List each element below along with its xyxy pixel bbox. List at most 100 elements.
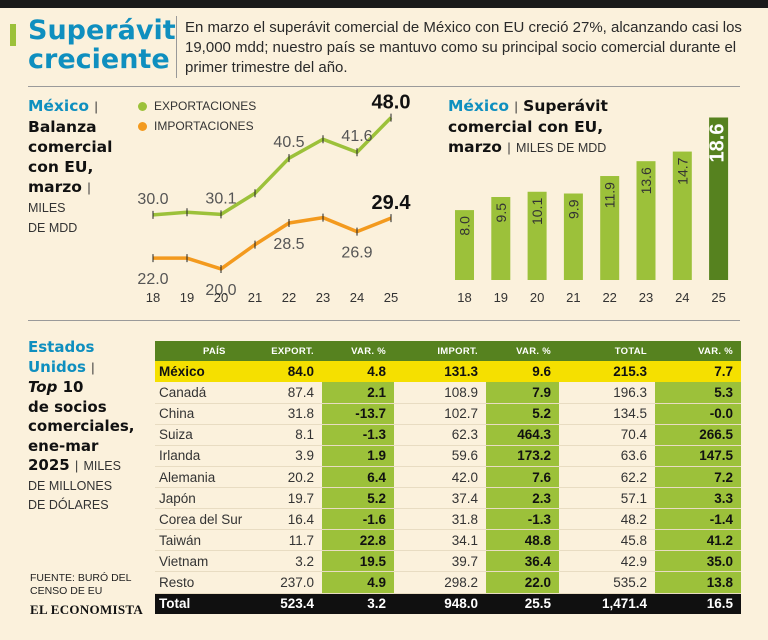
- table-row: China 31.8 -13.7 102.7 5.2 134.5 -0.0: [155, 403, 741, 425]
- divider-top: [28, 86, 740, 87]
- left-title-sep-2: |: [87, 181, 91, 195]
- table-cell: 36.4: [486, 550, 559, 573]
- table-cell: 13.8: [655, 571, 741, 594]
- trade-balance-line-chart: 30.0 30.1 40.5 41.648.0 22.0 20.0 28.5 26.9 29.4…: [137, 92, 412, 305]
- right-title-line-2: comercial con EU,: [448, 118, 604, 136]
- table-title-line-7: 2025: [28, 456, 70, 474]
- x-tick-label: 25: [711, 290, 725, 305]
- left-title-line-1: Balanza: [28, 118, 97, 136]
- right-title-sep-2: |: [507, 141, 511, 155]
- surplus-bar-chart: 8.0 18 9.5 19 10.1 20 9.9 21 11.9 22 13.6 23 14.7 24 1…: [455, 117, 729, 305]
- table-cell: 70.4: [559, 424, 655, 446]
- bar-value-label: 18.6: [707, 123, 729, 162]
- total-row: Total 523.4 3.2 948.0 25.5 1,471.4 16.5: [155, 593, 741, 615]
- x-tick-label: 25: [384, 290, 398, 305]
- bar-value-label: 9.9: [565, 199, 581, 219]
- data-label: 30.1: [205, 190, 236, 207]
- legend-label-imports: IMPORTACIONES: [154, 119, 254, 133]
- x-tick-label: 23: [316, 290, 330, 305]
- x-tick-label: 21: [248, 290, 262, 305]
- table-cell: 59.6: [394, 445, 486, 467]
- table-cell: 237.0: [258, 571, 322, 594]
- table-cell: Japón: [155, 487, 258, 510]
- right-title-line-3: marzo: [448, 138, 502, 156]
- bar: [709, 117, 729, 280]
- table-row: Taiwán 11.7 22.8 34.1 48.8 45.8 41.2: [155, 529, 741, 552]
- column-header: PAÍS: [155, 341, 258, 361]
- left-panel-title: México | Balanza comercial con EU, marzo…: [28, 96, 112, 238]
- table-cell: 5.2: [486, 403, 559, 425]
- left-units-line-2: DE MDD: [28, 221, 78, 235]
- table-cell: 57.1: [559, 487, 655, 510]
- x-tick-label: 22: [602, 290, 616, 305]
- left-title-country: México: [28, 97, 90, 115]
- table-units-line-3: DE DÓLARES: [28, 498, 109, 512]
- table-cell: 48.2: [559, 508, 655, 531]
- left-title-line-2: comercial: [28, 138, 113, 156]
- x-tick-label: 22: [282, 290, 296, 305]
- table-cell: 102.7: [394, 403, 486, 425]
- table-cell: -13.7: [322, 403, 394, 425]
- table-cell: 16.4: [258, 508, 322, 531]
- table-row: Canadá 87.4 2.1 108.9 7.9 196.3 5.3: [155, 382, 741, 404]
- table-cell: 19.5: [322, 550, 394, 573]
- table-cell: 31.8: [394, 508, 486, 531]
- bar-value-label: 9.5: [493, 203, 509, 223]
- table-cell: 41.2: [655, 529, 741, 552]
- table-cell: 48.8: [486, 529, 559, 552]
- column-header: VAR. %: [322, 341, 394, 361]
- table-cell: 63.6: [559, 445, 655, 467]
- title-line-2: creciente: [28, 44, 170, 75]
- table-cell: Alemania: [155, 466, 258, 489]
- table-cell: -0.0: [655, 403, 741, 425]
- data-label: 29.4: [372, 192, 412, 214]
- x-tick-label: 21: [566, 290, 580, 305]
- table-title-top: Top: [28, 378, 58, 396]
- table-row: Suiza 8.1 -1.3 62.3 464.3 70.4 266.5: [155, 424, 741, 446]
- table-cell: 34.1: [394, 529, 486, 552]
- table-cell: 35.0: [655, 550, 741, 573]
- table-title-line-1: Estados: [28, 338, 95, 356]
- x-tick-label: 23: [639, 290, 653, 305]
- table-cell: -1.4: [655, 508, 741, 531]
- column-header: EXPORT.: [258, 341, 322, 361]
- table-row: Irlanda 3.9 1.9 59.6 173.2 63.6 147.5: [155, 445, 741, 467]
- table-cell: 535.2: [559, 571, 655, 594]
- right-title-line-1: Superávit: [523, 97, 608, 115]
- table-cell: 464.3: [486, 424, 559, 446]
- table-title-line-4: de socios: [28, 397, 107, 416]
- table-cell: 16.5: [655, 593, 741, 615]
- table-cell: 7.7: [655, 361, 741, 383]
- bar: [600, 176, 620, 280]
- table-cell: Canadá: [155, 382, 258, 404]
- lede-text: En marzo el superávit comercial de Méxic…: [185, 19, 742, 76]
- table-row: Japón 19.7 5.2 37.4 2.3 57.1 3.3: [155, 487, 741, 510]
- x-tick-label: 24: [350, 290, 364, 305]
- table-cell: 22.0: [486, 571, 559, 594]
- table-row: Corea del Sur 16.4 -1.6 31.8 -1.3 48.2 -1.4: [155, 508, 741, 531]
- bar-value-label: 10.1: [529, 198, 545, 225]
- table-cell: 298.2: [394, 571, 486, 594]
- legend-swatch-exports: [138, 101, 147, 111]
- table-row: Resto 237.0 4.9 298.2 22.0 535.2 13.8: [155, 571, 741, 594]
- table-cell: 3.3: [655, 487, 741, 510]
- table-cell: -1.6: [322, 508, 394, 531]
- title-line-1: Superávit: [28, 15, 176, 46]
- table-cell: 2.1: [322, 382, 394, 404]
- table-cell: 7.6: [486, 466, 559, 489]
- table-title-sep-2: |: [74, 459, 79, 473]
- table-header-row: PAÍS EXPORT. VAR. % IMPORT. VAR. % TOTAL VAR. …: [155, 341, 741, 361]
- table-cell: 7.2: [655, 466, 741, 489]
- bar: [491, 197, 511, 280]
- table-cell: 215.3: [559, 361, 655, 383]
- series-line-exports: [152, 116, 393, 217]
- table-cell: 2.3: [486, 487, 559, 510]
- table-cell: 4.8: [322, 361, 394, 383]
- table-cell: 3.2: [258, 550, 322, 573]
- bar-value-label: 14.7: [674, 157, 690, 184]
- source-line-2: CENSO DE EU: [30, 585, 103, 597]
- x-tick-label: 20: [530, 290, 544, 305]
- source-line-1: FUENTE: BURÓ DEL: [30, 572, 132, 584]
- column-header: VAR. %: [486, 341, 559, 361]
- table-cell: 1.9: [322, 445, 394, 467]
